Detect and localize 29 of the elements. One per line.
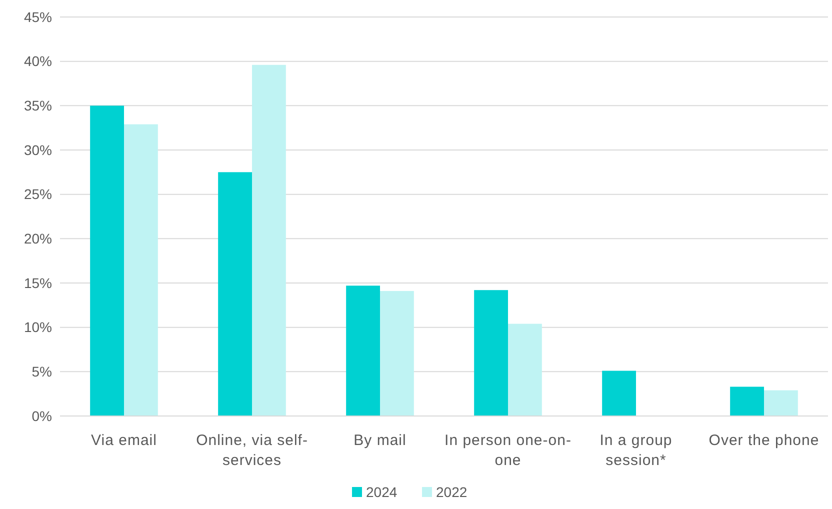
x-tick-label: In person one-on-one [444, 432, 572, 469]
bar [602, 370, 636, 416]
bar [90, 106, 124, 416]
y-tick-label: 25% [24, 186, 52, 202]
y-tick-label: 15% [24, 274, 52, 291]
y-tick-label: 5% [32, 364, 52, 380]
bar [124, 124, 158, 416]
bar [218, 172, 252, 416]
y-tick-label: 0% [32, 408, 52, 424]
y-tick-label: 10% [24, 319, 52, 336]
x-tick-label: Over the phone [708, 432, 820, 449]
bar [730, 386, 764, 416]
bar [474, 290, 508, 416]
bar [764, 390, 798, 416]
y-tick-label: 35% [24, 98, 52, 114]
bar [346, 286, 380, 416]
bar [252, 64, 286, 416]
x-tick-label: Online, via self-services [196, 432, 308, 469]
legend-label: 2022 [436, 484, 468, 500]
y-tick-label: 40% [24, 53, 52, 70]
bar [508, 324, 542, 416]
bar [380, 290, 414, 416]
x-tick-label: By mail [354, 432, 406, 449]
x-tick-label: Via email [91, 432, 157, 449]
y-tick-label: 30% [24, 142, 52, 158]
y-tick-label: 20% [24, 230, 52, 247]
legend-label: 2024 [366, 484, 398, 500]
y-tick-label: 45% [24, 8, 52, 25]
x-tick-label: In a group session* [600, 432, 672, 469]
